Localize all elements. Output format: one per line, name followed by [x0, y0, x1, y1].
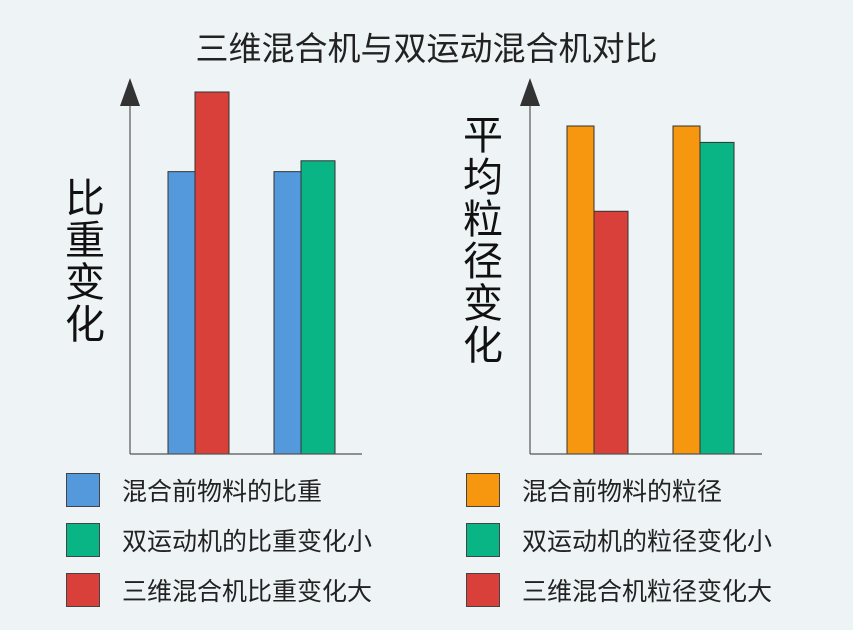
right-y-axis-label: 平均粒径变化 — [463, 113, 503, 369]
bar — [593, 210, 629, 455]
y-axis-arrow — [520, 78, 540, 106]
bar — [566, 125, 595, 455]
legend-label: 双运动机的比重变化小 — [122, 527, 373, 556]
bar — [300, 160, 336, 455]
legend-swatch — [466, 573, 500, 607]
legend-label: 双运动机的粒径变化小 — [522, 527, 773, 556]
right-legend: 混合前物料的粒径 双运动机的粒径变化小 三维混合机粒径变化大 — [466, 473, 772, 607]
bar — [273, 171, 302, 455]
left-y-axis-label: 比重变化 — [65, 176, 105, 348]
legend-item: 混合前物料的粒径 — [466, 473, 772, 507]
legend-swatch — [66, 523, 100, 557]
legend-swatch — [66, 473, 100, 507]
legend-item: 双运动机的粒径变化小 — [466, 523, 772, 557]
bar — [672, 125, 701, 455]
legend-label: 三维混合机比重变化大 — [122, 577, 373, 606]
legend-swatch — [466, 523, 500, 557]
bar — [699, 141, 735, 455]
bar — [167, 171, 196, 455]
y-axis-arrow — [120, 78, 140, 106]
legend-label: 混合前物料的粒径 — [522, 477, 723, 506]
bar — [194, 91, 230, 455]
legend-swatch — [66, 573, 100, 607]
legend-item: 双运动机的比重变化小 — [66, 523, 372, 557]
legend-label: 混合前物料的比重 — [122, 477, 323, 506]
chart-title: 三维混合机与双运动混合机对比 — [195, 29, 658, 68]
legend-item: 三维混合机粒径变化大 — [466, 573, 772, 607]
legend-label: 三维混合机粒径变化大 — [522, 577, 773, 606]
legend-item: 混合前物料的比重 — [66, 473, 372, 507]
legend-item: 三维混合机比重变化大 — [66, 573, 372, 607]
left-legend: 混合前物料的比重 双运动机的比重变化小 三维混合机比重变化大 — [66, 473, 372, 607]
legend-swatch — [466, 473, 500, 507]
